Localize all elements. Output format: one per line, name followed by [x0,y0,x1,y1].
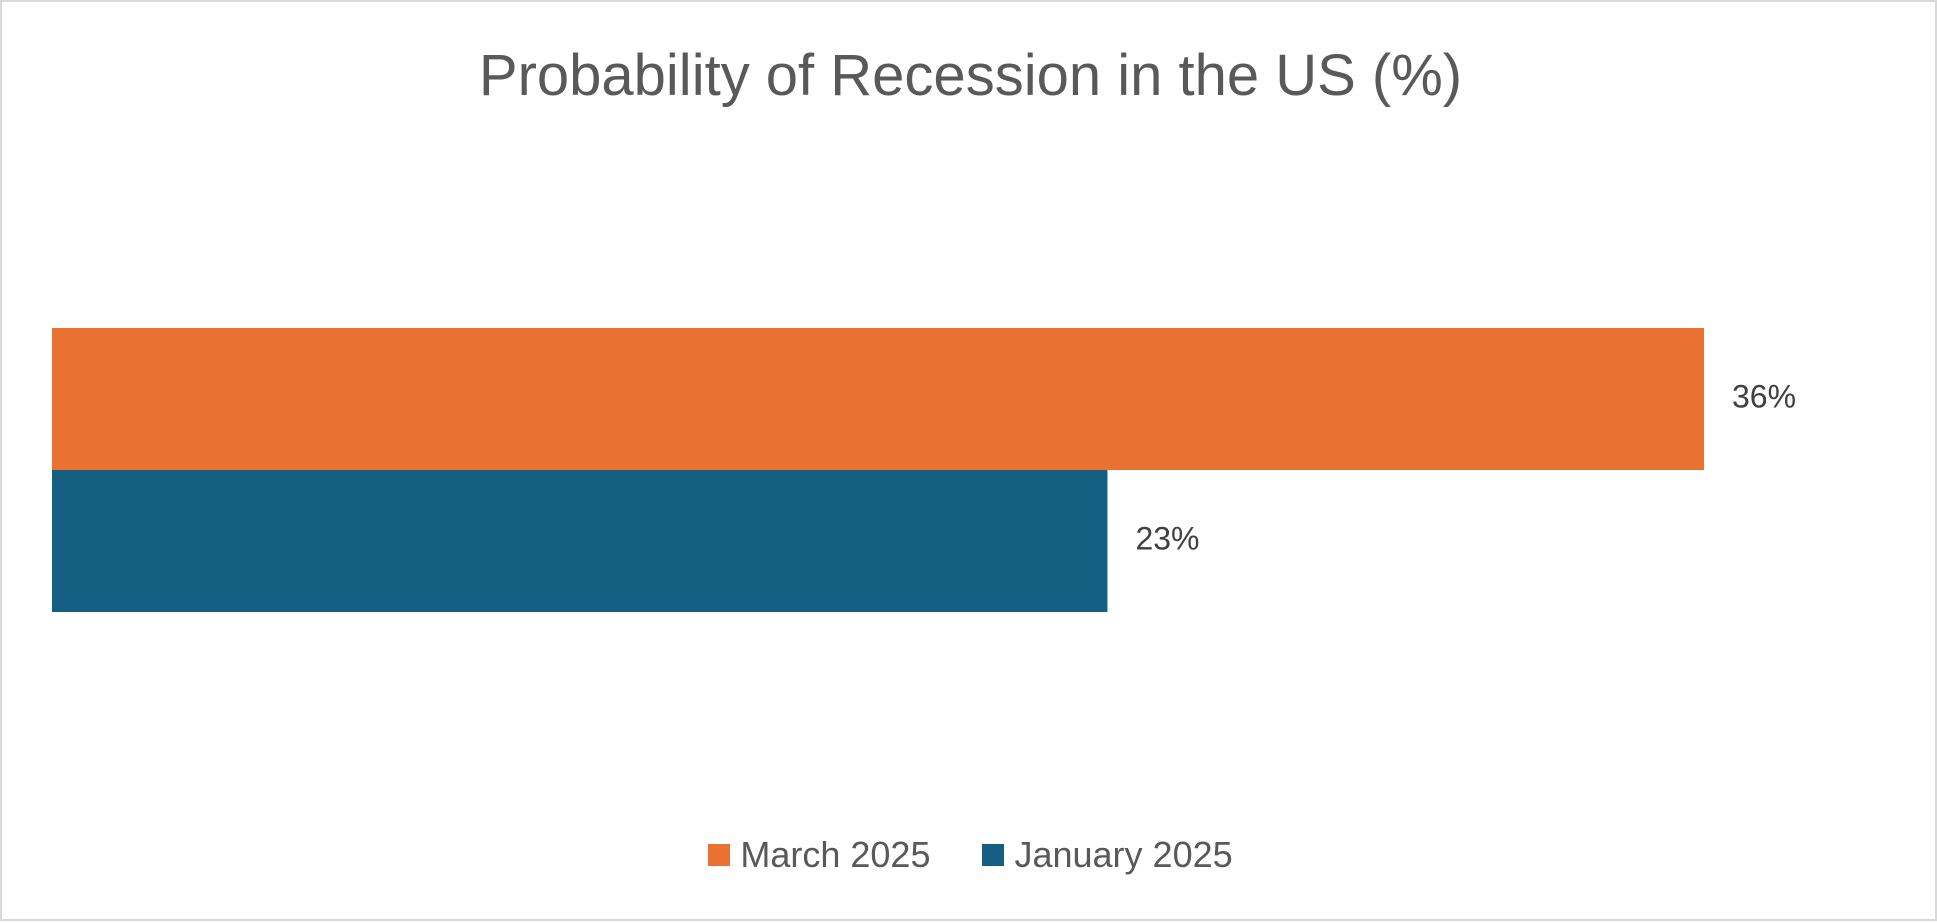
legend-item-january-2025: January 2025 [982,834,1233,876]
chart-title: Probability of Recession in the US (%) [478,43,1463,108]
data-label-march-2025: 36% [1732,378,1796,414]
bar-january-2025 [52,470,1108,612]
data-label-january-2025: 23% [1135,520,1199,556]
legend-swatch-january-2025 [982,844,1005,866]
legend-swatch-march-2025 [708,844,731,866]
legend: March 2025 January 2025 [2,834,1937,876]
legend-label-march-2025: March 2025 [740,834,931,875]
bar-march-2025 [52,328,1704,470]
legend-item-march-2025: March 2025 [708,834,930,876]
legend-label-january-2025: January 2025 [1014,834,1233,875]
